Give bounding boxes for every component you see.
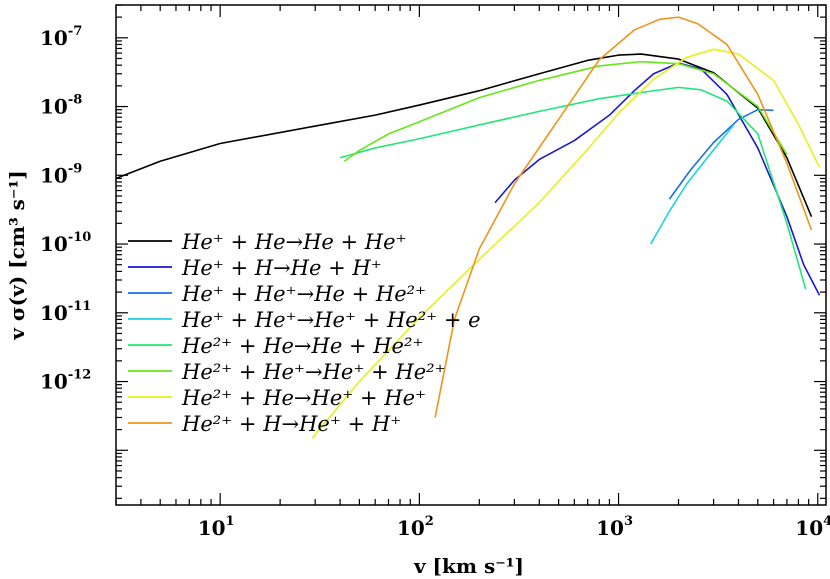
y-tick-label: 10-7: [40, 24, 82, 50]
series-layer: [116, 16, 821, 439]
y-tick-label: 10-11: [40, 299, 91, 325]
legend-label-2: He⁺ + H→He + H⁺: [181, 256, 382, 280]
y-tick-label: 10-10: [40, 230, 91, 256]
y-tick-label: 10-8: [40, 93, 82, 119]
series-line-8: [434, 16, 813, 418]
legend-label-3: He⁺ + He⁺→He + He²⁺: [181, 282, 426, 306]
x-tick-label: 102: [397, 514, 434, 540]
ticks-layer: 101 102 103 104 10-12 10-11 10-10 10-9 10-8 10-7: [40, 4, 830, 540]
x-tick-label: 103: [596, 514, 633, 540]
legend: He⁺ + He→He + He⁺He⁺ + H→He + H⁺He⁺ + He…: [128, 230, 481, 436]
x-tick-label: 101: [198, 514, 235, 540]
series-line-4: [650, 123, 735, 245]
y-tick-label: 10-12: [40, 368, 91, 394]
series-line-5: [339, 86, 807, 290]
legend-label-1: He⁺ + He→He + He⁺: [181, 230, 407, 254]
series-line-6: [343, 60, 788, 162]
legend-label-5: He²⁺ + He→He + He²⁺: [181, 334, 423, 358]
x-axis-label: v [km s⁻¹]: [413, 554, 524, 578]
legend-label-8: He²⁺ + H→He⁺ + H⁺: [181, 412, 401, 436]
series-line-7: [311, 48, 821, 439]
x-tick-label: 104: [795, 514, 830, 540]
legend-label-6: He²⁺ + He⁺→He⁺ + He²⁺: [181, 360, 446, 384]
y-axis-label: v σ(v) [cm³ s⁻¹]: [5, 170, 29, 340]
series-line-1: [116, 53, 813, 217]
series-line-2: [494, 62, 821, 296]
y-tick-label: 10-9: [40, 161, 82, 187]
legend-label-4: He⁺ + He⁺→He⁺ + He²⁺ + e: [181, 308, 481, 332]
legend-label-7: He²⁺ + He→He⁺ + He⁺: [181, 386, 426, 410]
